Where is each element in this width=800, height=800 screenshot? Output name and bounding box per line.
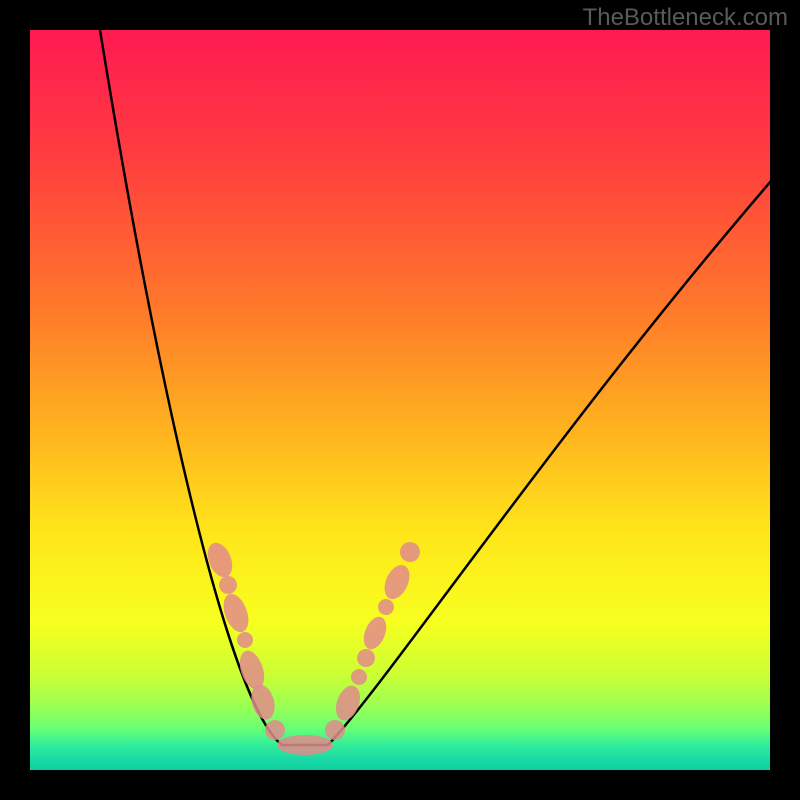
bead <box>237 632 253 648</box>
bead <box>277 735 333 755</box>
bead <box>351 669 367 685</box>
bead <box>325 720 345 740</box>
bead <box>219 576 237 594</box>
bead <box>357 649 375 667</box>
bead <box>378 599 394 615</box>
chart-svg <box>0 0 800 800</box>
watermark-text: TheBottleneck.com <box>583 4 788 32</box>
bead <box>400 542 420 562</box>
chart-root: TheBottleneck.com <box>0 0 800 800</box>
bead <box>265 720 285 740</box>
plot-background <box>30 30 770 770</box>
